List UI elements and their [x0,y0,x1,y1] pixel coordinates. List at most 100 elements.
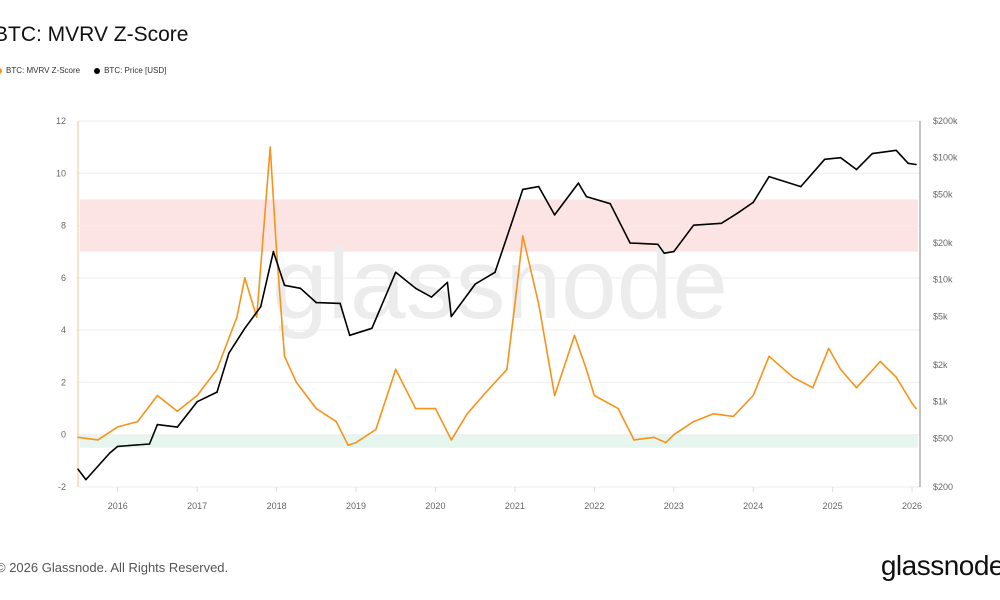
watermark: glassnode [272,228,728,340]
price-point [553,214,556,216]
zscore-point [414,407,417,410]
legend-dot-icon [94,67,101,74]
zscore-point [335,420,337,423]
y-right-tick-label: $2k [933,360,948,370]
zscore-point [672,433,675,436]
price-point [116,445,119,448]
zscore-point [355,441,357,444]
price-point [272,250,275,253]
x-tick-label: 2024 [743,501,763,511]
zscore-point [827,347,830,350]
price-point [244,327,246,330]
price-point [430,296,433,298]
price-point [299,287,302,290]
price-point [510,224,512,226]
y-right-tick-label: $200k [933,116,958,126]
price-point [823,158,826,161]
price-point [315,301,318,304]
zscore-point [196,394,198,397]
price-point [339,302,341,305]
zscore-point [752,394,754,397]
zscore-point [692,420,695,423]
zscore-point [97,439,99,441]
zscore-point [573,334,576,337]
x-tick-label: 2023 [664,501,684,511]
y-left-tick-label: 10 [56,168,66,178]
zscore-point [585,368,588,371]
price-point [585,195,588,198]
legend-item-price[interactable]: BTC: Price [USD] [94,66,166,75]
zscore-point [712,413,715,415]
price-point [907,162,909,165]
x-tick-label: 2026 [902,501,922,511]
x-tick-label: 2016 [108,501,128,511]
chart-title: BTC: MVRV Z-Score [0,23,189,46]
price-point [108,452,111,454]
price-line [77,149,917,481]
zscore-point [176,410,179,412]
zscore-point [895,376,897,379]
zscore-point [116,426,119,428]
price-point [629,242,631,244]
price-point [414,287,417,290]
legend: BTC: MVRV Z-Score BTC: Price [USD] [0,66,166,75]
y-right-tick-label: $10k [933,275,953,285]
price-point [871,152,874,155]
y-right-tick-label: $1k [933,397,948,407]
price-point [768,175,770,178]
price-point [259,305,262,308]
price-point [196,400,198,403]
legend-label: BTC: Price [USD] [104,66,167,75]
y-right-tick-label: $5k [933,311,948,321]
x-tick-label: 2018 [267,501,287,511]
price-point [77,468,79,470]
x-tick-label: 2021 [505,501,525,511]
price-point [394,271,397,274]
price-point [855,168,858,171]
price-point [839,156,842,159]
glassnode-logo: glassnode [880,550,1000,581]
y-left-tick-label: 0 [61,430,66,440]
zscore-point [482,394,484,397]
price-point [800,185,802,188]
price-point [148,443,151,445]
zscore-point [375,428,377,431]
price-point [663,252,666,254]
zscore-point [911,402,913,405]
price-point [450,315,453,318]
price-point [609,202,612,205]
y-right-tick-label: $100k [933,153,958,163]
y-right-tick-label: $50k [933,189,953,199]
price-point [895,149,897,152]
zscore-point [255,316,258,318]
x-tick-label: 2025 [823,501,843,511]
zscore-point [283,355,286,358]
price-point [537,185,540,188]
zscore-point [633,439,635,441]
zscore-point [553,394,556,397]
legend-item-zscore[interactable]: BTC: MVRV Z-Score [0,66,80,75]
x-tick-label: 2022 [584,501,604,511]
zscore-point [617,407,619,410]
price-point [371,327,373,330]
zscore-point [839,368,842,371]
price-point [692,224,695,226]
zscore-point [269,146,272,148]
zscore-point [593,394,596,397]
zscore-point [315,407,318,410]
y-left-tick-label: -2 [58,482,66,492]
zscore-point [665,441,667,444]
y-right-tick-label: $200 [933,482,953,492]
zscore-point [732,415,735,418]
price-point [720,222,723,225]
zscore-point [216,368,218,371]
zscore-point [653,436,655,439]
zscore-point [855,386,858,389]
price-point [176,426,179,428]
y-left-tick-label: 6 [61,273,66,283]
zscore-point [768,355,770,358]
price-point [657,243,659,246]
zscore-point [156,394,159,397]
zscore-point [394,368,397,371]
zscore-point [514,303,516,305]
